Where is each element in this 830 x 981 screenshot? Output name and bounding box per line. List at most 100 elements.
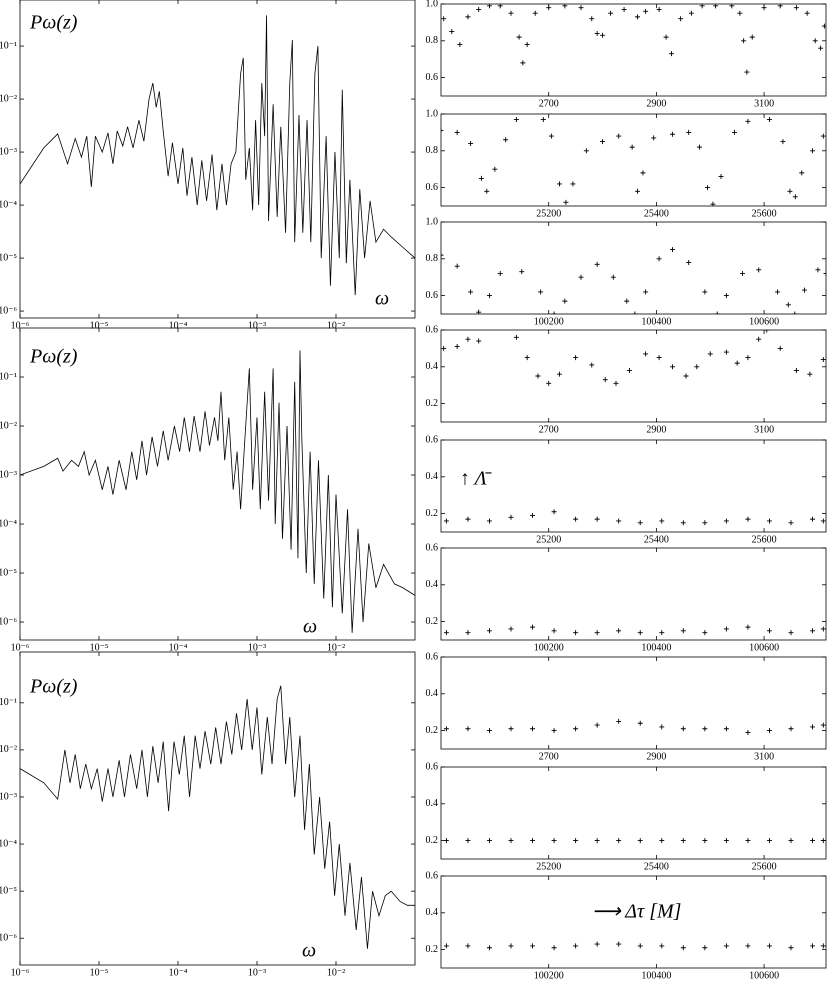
point	[820, 133, 826, 139]
point	[610, 274, 616, 280]
point	[713, 4, 719, 9]
y-tick-label: 10⁻⁶	[0, 305, 18, 316]
point	[766, 117, 772, 123]
point	[573, 355, 579, 361]
plot-frame	[440, 221, 827, 315]
point	[551, 838, 557, 844]
point	[643, 351, 649, 357]
plot-frame	[440, 656, 827, 750]
plot-frame	[440, 329, 827, 423]
point	[688, 10, 694, 16]
point	[573, 838, 579, 844]
x-tick-label: 25200	[536, 861, 561, 872]
x-tick-label: 10⁻²	[327, 967, 345, 978]
point	[600, 139, 606, 145]
y-tick-label: 10⁻¹	[0, 371, 17, 382]
point	[745, 624, 751, 630]
point	[799, 170, 805, 176]
point	[637, 630, 643, 636]
point	[659, 838, 665, 844]
point	[635, 14, 641, 20]
point	[602, 377, 608, 383]
point	[508, 626, 514, 632]
plot-frame	[19, 0, 416, 319]
point	[503, 137, 509, 143]
point	[573, 630, 579, 636]
point	[476, 7, 482, 13]
point	[530, 512, 536, 518]
y-tick-label: 0.2	[426, 944, 439, 955]
point	[820, 838, 826, 844]
point	[766, 728, 772, 734]
point	[668, 51, 674, 57]
x-tick-label: 10⁻³	[248, 642, 266, 653]
point	[524, 41, 530, 47]
y-tick-label: 10⁻⁴	[0, 199, 18, 210]
point	[651, 135, 657, 141]
point	[686, 129, 692, 135]
point	[476, 309, 482, 314]
title: Pω(z)	[29, 12, 78, 34]
point	[702, 945, 708, 951]
y-tick-label: 0.2	[426, 835, 439, 846]
point	[820, 722, 826, 728]
point	[788, 945, 794, 951]
point	[594, 516, 600, 522]
point	[573, 943, 579, 949]
spectrum-line	[20, 350, 415, 633]
y-tick-label: 0.6	[426, 542, 439, 553]
point	[486, 518, 492, 524]
x-tick-label: 10⁻²	[327, 642, 345, 653]
x-tick-label: 10⁻⁶	[11, 642, 30, 653]
point	[637, 838, 643, 844]
point	[745, 516, 751, 522]
point	[594, 838, 600, 844]
y-tick-label: 10⁻¹	[0, 40, 17, 51]
point	[793, 5, 799, 11]
point	[624, 298, 630, 304]
point	[589, 362, 595, 368]
point	[810, 628, 816, 634]
y-tick-label: 0.2	[426, 616, 439, 627]
x-tick-label: 100200	[534, 642, 564, 653]
y-tick-label: 1.0	[426, 216, 439, 227]
point	[443, 943, 449, 949]
point	[775, 289, 781, 295]
point	[608, 10, 614, 16]
point	[478, 175, 484, 181]
plot-frame	[19, 327, 416, 641]
point	[573, 726, 579, 732]
point	[486, 728, 492, 734]
point	[745, 355, 751, 361]
y-tick-label: 0.6	[426, 324, 439, 335]
y-tick-label: 0.6	[426, 182, 439, 193]
y-tick-label: 0.6	[426, 761, 439, 772]
point	[745, 729, 751, 735]
point	[788, 838, 794, 844]
x-tick-label: 25200	[536, 534, 561, 545]
y-tick-label: 0.6	[426, 434, 439, 445]
x-tick-label: 100600	[749, 642, 779, 653]
x-tick-label: 2900	[646, 98, 666, 109]
point	[594, 630, 600, 636]
x-tick-label: 2700	[539, 98, 559, 109]
point	[777, 345, 783, 351]
point	[486, 293, 492, 299]
point	[723, 518, 729, 524]
point	[637, 943, 643, 949]
point	[548, 133, 554, 139]
point	[556, 181, 562, 187]
point	[465, 630, 471, 636]
point	[702, 726, 708, 732]
point	[702, 630, 708, 636]
point	[766, 838, 772, 844]
point	[457, 41, 463, 47]
point	[578, 5, 584, 11]
point	[621, 7, 627, 13]
plot-frame	[440, 766, 827, 860]
x-tick-label: 25200	[536, 208, 561, 219]
point	[787, 188, 793, 194]
y-tick-label: 0.4	[426, 579, 439, 590]
point	[818, 45, 824, 51]
y-tick-label: 0.2	[426, 725, 439, 736]
